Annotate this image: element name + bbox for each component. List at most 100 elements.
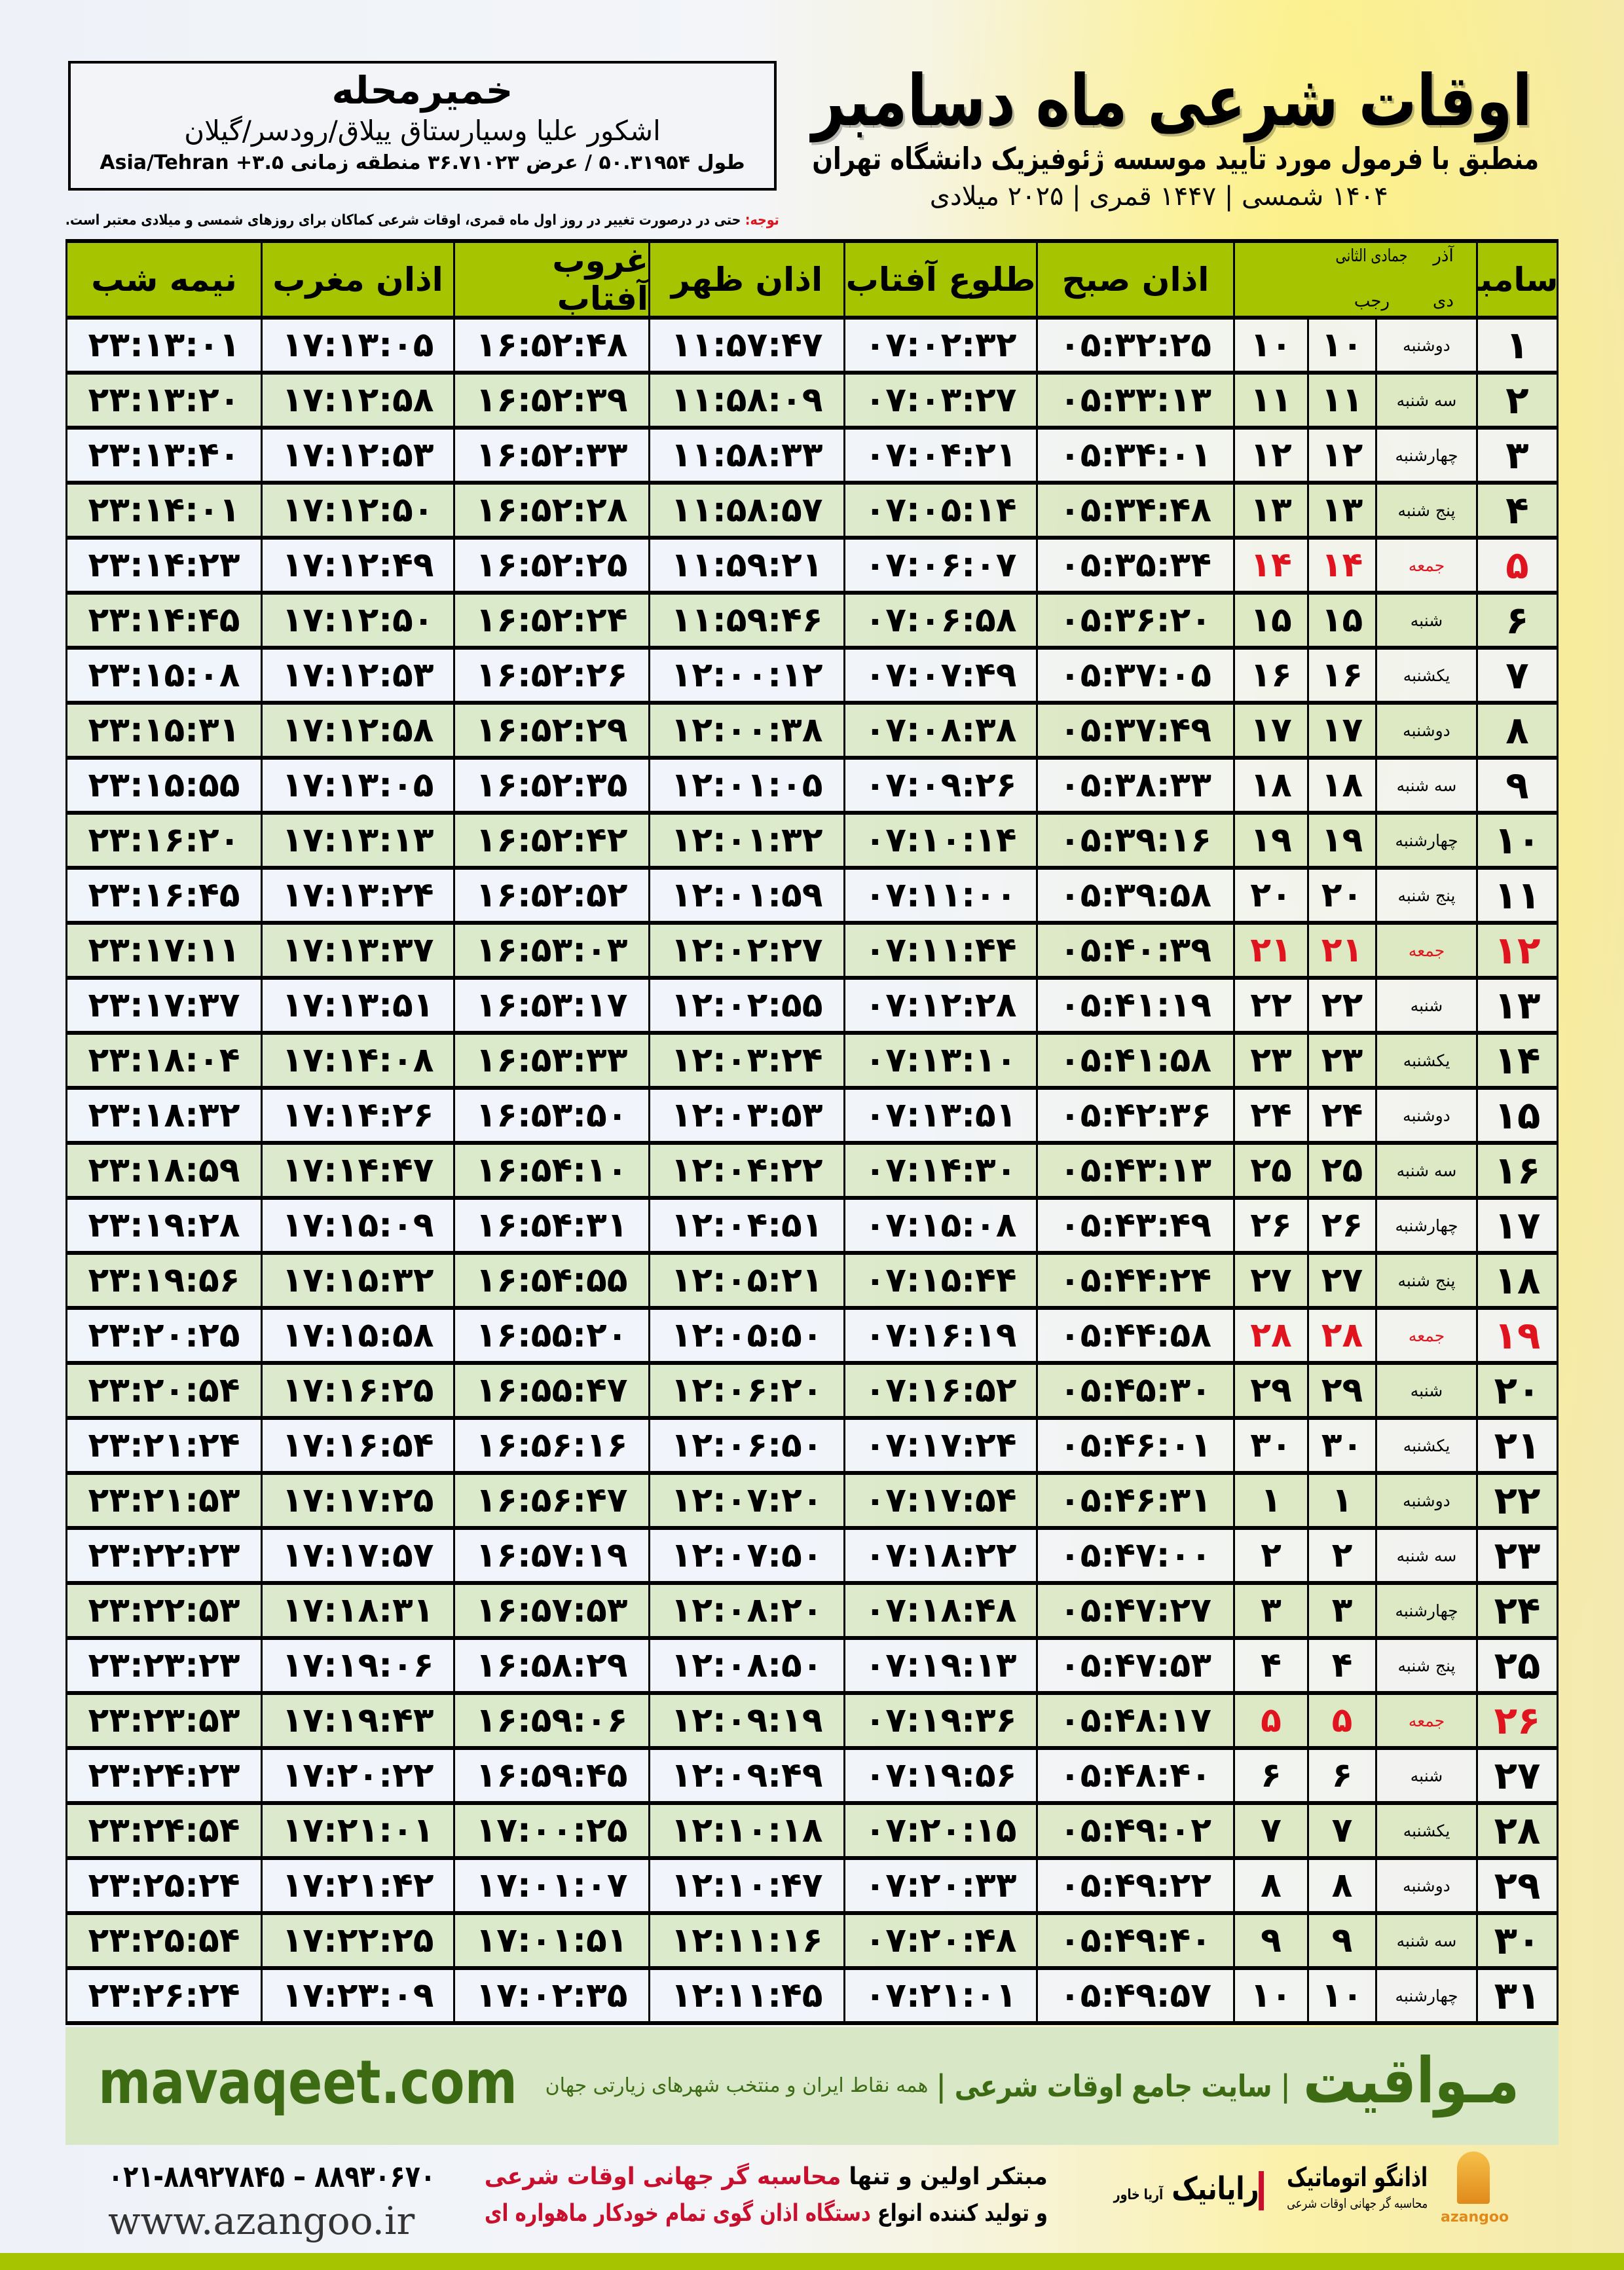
cell-hijri-day: ۴ bbox=[1233, 1640, 1307, 1691]
cell-day: ۶ bbox=[1476, 595, 1559, 646]
cell-dhuhr: ۱۱:۵۸:۳۳ bbox=[648, 430, 843, 481]
cell-dhuhr: ۱۲:۰۳:۵۳ bbox=[648, 1090, 843, 1141]
cell-hijri-day: ۹ bbox=[1233, 1915, 1307, 1966]
cell-midnight: ۲۳:۲۴:۲۳ bbox=[65, 1750, 261, 1801]
cell-fajr: ۰۵:۴۱:۱۹ bbox=[1036, 980, 1233, 1031]
cell-dhuhr: ۱۲:۰۷:۵۰ bbox=[648, 1530, 843, 1581]
cell-persian-day: ۱۶ bbox=[1307, 650, 1375, 701]
cell-day: ۱۱ bbox=[1476, 870, 1559, 921]
cell-weekday: شنبه bbox=[1375, 1750, 1476, 1801]
prayer-times-table: نیمه شب اذان مغرب غروب آفتاب اذان ظهر طل… bbox=[65, 239, 1559, 2025]
cell-day: ۱۶ bbox=[1476, 1145, 1559, 1196]
ad-line-1-content: مبتکر اولین و تنها محاسبه گر جهانی اوقات… bbox=[485, 2161, 1048, 2193]
cell-maghrib: ۱۷:۲۱:۰۱ bbox=[261, 1805, 453, 1856]
cell-fajr: ۰۵:۴۴:۲۴ bbox=[1036, 1255, 1233, 1306]
header-dhuhr: اذان ظهر bbox=[648, 243, 843, 316]
cell-maghrib: ۱۷:۱۶:۲۵ bbox=[261, 1365, 453, 1416]
cell-midnight: ۲۳:۱۷:۱۱ bbox=[65, 925, 261, 976]
cell-fajr: ۰۵:۴۹:۰۲ bbox=[1036, 1805, 1233, 1856]
site-url[interactable]: mavaqeet.com bbox=[98, 2047, 518, 2117]
cell-midnight: ۲۳:۲۱:۵۳ bbox=[65, 1475, 261, 1526]
cell-maghrib: ۱۷:۱۲:۵۰ bbox=[261, 485, 453, 536]
cell-dhuhr: ۱۲:۰۷:۲۰ bbox=[648, 1475, 843, 1526]
table-row: ۲۳:۱۷:۱۱ ۱۷:۱۳:۳۷ ۱۶:۵۳:۰۳ ۱۲:۰۲:۲۷ ۰۷:۱۱:۴۴… bbox=[65, 925, 1559, 980]
cell-day: ۱۲ bbox=[1476, 925, 1559, 976]
cell-persian-day: ۸ bbox=[1307, 1860, 1375, 1911]
cell-persian-day: ۲۶ bbox=[1307, 1200, 1375, 1251]
table-header: نیمه شب اذان مغرب غروب آفتاب اذان ظهر طل… bbox=[65, 239, 1559, 320]
cell-sunset: ۱۶:۵۲:۲۴ bbox=[453, 595, 648, 646]
cell-hijri-day: ۱۱ bbox=[1233, 375, 1307, 426]
table-row: ۲۳:۱۶:۴۵ ۱۷:۱۳:۲۴ ۱۶:۵۲:۵۲ ۱۲:۰۱:۵۹ ۰۷:۱۱:۰۰… bbox=[65, 870, 1559, 925]
table-row: ۲۳:۲۱:۵۳ ۱۷:۱۷:۲۵ ۱۶:۵۶:۴۷ ۱۲:۰۷:۲۰ ۰۷:۱۷:۵۴… bbox=[65, 1475, 1559, 1530]
cell-midnight: ۲۳:۱۸:۳۲ bbox=[65, 1090, 261, 1141]
cell-persian-day: ۲۵ bbox=[1307, 1145, 1375, 1196]
cell-maghrib: ۱۷:۱۹:۴۳ bbox=[261, 1695, 453, 1746]
header-fajr: اذان صبح bbox=[1036, 243, 1233, 316]
cell-sunrise: ۰۷:۱۷:۲۴ bbox=[843, 1420, 1036, 1471]
cell-sunset: ۱۶:۵۳:۳۳ bbox=[453, 1035, 648, 1086]
cell-maghrib: ۱۷:۱۷:۵۷ bbox=[261, 1530, 453, 1581]
table-row: ۲۳:۲۶:۲۴ ۱۷:۲۳:۰۹ ۱۷:۰۲:۳۵ ۱۲:۱۱:۴۵ ۰۷:۲۱:۰۱… bbox=[65, 1970, 1559, 2025]
table-row: ۲۳:۱۵:۰۸ ۱۷:۱۲:۵۳ ۱۶:۵۲:۲۶ ۱۲:۰۰:۱۲ ۰۷:۰۷:۴۹… bbox=[65, 650, 1559, 705]
cell-fajr: ۰۵:۴۳:۴۹ bbox=[1036, 1200, 1233, 1251]
cell-sunset: ۱۷:۰۱:۰۷ bbox=[453, 1860, 648, 1911]
year-line-box: ۱۴۰۴ شمسی | ۱۴۴۷ قمری | ۲۰۲۵ میلادی bbox=[930, 181, 1388, 212]
cell-maghrib: ۱۷:۱۲:۵۸ bbox=[261, 705, 453, 756]
cell-sunset: ۱۶:۵۷:۵۳ bbox=[453, 1585, 648, 1636]
cell-dhuhr: ۱۲:۱۱:۱۶ bbox=[648, 1915, 843, 1966]
cell-sunset: ۱۶:۵۲:۳۳ bbox=[453, 430, 648, 481]
cell-midnight: ۲۳:۲۳:۵۳ bbox=[65, 1695, 261, 1746]
cell-maghrib: ۱۷:۱۴:۲۶ bbox=[261, 1090, 453, 1141]
cell-weekday: پنج شنبه bbox=[1375, 1640, 1476, 1691]
coordinates-line: طول ۵۰.۳۱۹۵۴ / عرض ۳۶.۷۱۰۲۳ منطقه زمانی … bbox=[80, 149, 765, 177]
header-persian-month-top: آذر bbox=[1433, 246, 1454, 266]
cell-sunset: ۱۶:۵۲:۵۲ bbox=[453, 870, 648, 921]
cell-dhuhr: ۱۱:۵۹:۴۶ bbox=[648, 595, 843, 646]
brand-logo-box: مـواقیت bbox=[1303, 2045, 1519, 2117]
azangoo-sub: محاسبه گر جهانی اوقات شرعی bbox=[1287, 2195, 1428, 2211]
cell-sunset: ۱۷:۰۲:۳۵ bbox=[453, 1970, 648, 2021]
cell-maghrib: ۱۷:۲۱:۴۲ bbox=[261, 1860, 453, 1911]
cell-persian-day: ۱۰ bbox=[1307, 1970, 1375, 2021]
cell-sunset: ۱۶:۵۵:۴۷ bbox=[453, 1365, 648, 1416]
cell-hijri-day: ۲۲ bbox=[1233, 980, 1307, 1031]
ad-line-2-content: و تولید کننده انواع دستگاه اذان گوی تمام… bbox=[485, 2198, 1048, 2229]
note-text: حتی در درصورت تغییر در روز اول ماه قمری،… bbox=[65, 212, 746, 229]
cell-sunrise: ۰۷:۰۲:۳۲ bbox=[843, 320, 1036, 371]
cell-dhuhr: ۱۲:۰۱:۵۹ bbox=[648, 870, 843, 921]
site-url-box: mavaqeet.com bbox=[98, 2047, 517, 2119]
cell-sunrise: ۰۷:۱۹:۵۶ bbox=[843, 1750, 1036, 1801]
table-row: ۲۳:۲۵:۲۴ ۱۷:۲۱:۴۲ ۱۷:۰۱:۰۷ ۱۲:۱۰:۴۷ ۰۷:۲۰:۳۳… bbox=[65, 1860, 1559, 1915]
azangoo-url[interactable]: www.azangoo.ir bbox=[108, 2199, 415, 2243]
cell-sunrise: ۰۷:۰۶:۰۷ bbox=[843, 540, 1036, 591]
ad-line-1-b: محاسبه گر جهانی اوقات شرعی bbox=[484, 2163, 841, 2190]
cell-persian-day: ۲۷ bbox=[1307, 1255, 1375, 1306]
cell-hijri-day: ۲۶ bbox=[1233, 1200, 1307, 1251]
cell-dhuhr: ۱۲:۰۳:۲۴ bbox=[648, 1035, 843, 1086]
table-row: ۲۳:۲۳:۲۳ ۱۷:۱۹:۰۶ ۱۶:۵۸:۲۹ ۱۲:۰۸:۵۰ ۰۷:۱۹:۱۳… bbox=[65, 1640, 1559, 1695]
cell-persian-day: ۱۴ bbox=[1307, 540, 1375, 591]
footer-banner bbox=[65, 2027, 1559, 2145]
cell-sunset: ۱۷:۰۰:۲۵ bbox=[453, 1805, 648, 1856]
cell-weekday: دوشنبه bbox=[1375, 705, 1476, 756]
cell-dhuhr: ۱۲:۰۶:۲۰ bbox=[648, 1365, 843, 1416]
cell-midnight: ۲۳:۱۵:۳۱ bbox=[65, 705, 261, 756]
cell-day: ۲۸ bbox=[1476, 1805, 1559, 1856]
cell-fajr: ۰۵:۴۶:۰۱ bbox=[1036, 1420, 1233, 1471]
cell-fajr: ۰۵:۴۹:۵۷ bbox=[1036, 1970, 1233, 2021]
cell-sunset: ۱۶:۵۲:۳۵ bbox=[453, 760, 648, 811]
cell-weekday: سه شنبه bbox=[1375, 375, 1476, 426]
cell-midnight: ۲۳:۱۴:۴۵ bbox=[65, 595, 261, 646]
table-row: ۲۳:۱۸:۳۲ ۱۷:۱۴:۲۶ ۱۶:۵۳:۵۰ ۱۲:۰۳:۵۳ ۰۷:۱۳:۵۱… bbox=[65, 1090, 1559, 1145]
header-hijri-month-top: جمادی الثانی bbox=[1335, 246, 1408, 266]
cell-fajr: ۰۵:۴۲:۳۶ bbox=[1036, 1090, 1233, 1141]
cell-hijri-day: ۲۸ bbox=[1233, 1310, 1307, 1361]
header-midnight: نیمه شب bbox=[65, 243, 261, 316]
cell-sunset: ۱۶:۵۹:۴۵ bbox=[453, 1750, 648, 1801]
cell-fajr: ۰۵:۳۹:۱۶ bbox=[1036, 815, 1233, 866]
brand-slogan: | سایت جامع اوقات شرعی | bbox=[936, 2068, 1291, 2104]
header-persian-month-bottom: دی bbox=[1433, 291, 1454, 311]
cell-fajr: ۰۵:۴۷:۰۰ bbox=[1036, 1530, 1233, 1581]
cell-sunset: ۱۶:۵۲:۲۸ bbox=[453, 485, 648, 536]
